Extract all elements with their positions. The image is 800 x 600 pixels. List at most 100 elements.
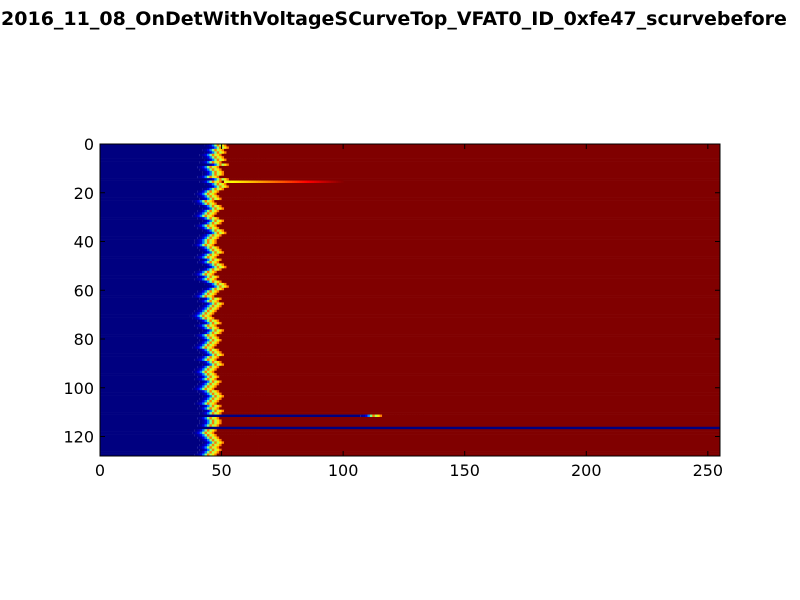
- heatmap-cell: [202, 307, 205, 311]
- heatmap-cell: [384, 414, 388, 418]
- heatmap-cell: [197, 312, 201, 315]
- heatmap-cell: [228, 329, 232, 332]
- heatmap-cell: [250, 378, 254, 381]
- heatmap-cell: [216, 222, 220, 225]
- heatmap-cell: [233, 429, 237, 432]
- heatmap-row: [100, 263, 720, 267]
- heatmap-cell: [238, 356, 242, 359]
- heatmap-cell: [306, 180, 310, 184]
- heatmap-cell: [100, 387, 193, 391]
- heatmap-cell: [100, 161, 200, 164]
- heatmap-row: [100, 395, 720, 398]
- heatmap-cell: [204, 380, 208, 384]
- heatmap-row: [100, 273, 720, 276]
- heatmap-cell: [226, 346, 230, 350]
- heatmap-cell: [238, 187, 242, 191]
- heatmap-cell: [250, 214, 254, 218]
- heatmap-cell: [241, 144, 244, 147]
- heatmap-cell: [231, 353, 235, 357]
- heatmap-cell: [423, 414, 720, 418]
- heatmap-cell: [260, 183, 264, 186]
- heatmap-cell: [241, 268, 244, 272]
- heatmap-cell: [233, 402, 237, 406]
- heatmap-cell: [219, 441, 222, 445]
- heatmap-cell: [238, 304, 242, 308]
- heatmap-cell: [245, 253, 249, 257]
- heatmap-cell: [236, 412, 239, 415]
- heatmap-cell: [219, 268, 222, 272]
- heatmap-row: [100, 214, 720, 218]
- heatmap-cell: [233, 170, 237, 174]
- heatmap-cell: [231, 438, 235, 442]
- heatmap-cell: [248, 378, 252, 381]
- heatmap-cell: [202, 204, 205, 208]
- heatmap-cell: [236, 395, 239, 398]
- heatmap-cell: [236, 297, 239, 301]
- heatmap-cell: [233, 202, 237, 206]
- heatmap-cell: [250, 212, 254, 215]
- heatmap-cell: [243, 446, 247, 449]
- heatmap-cell: [226, 161, 230, 164]
- heatmap-cell: [241, 424, 244, 428]
- heatmap-cell: [204, 256, 208, 259]
- heatmap-row: [100, 324, 720, 328]
- heatmap-cell: [245, 197, 249, 201]
- heatmap-cell: [255, 304, 259, 308]
- heatmap-cell: [258, 339, 261, 342]
- heatmap-cell: [211, 185, 215, 189]
- heatmap-cell: [204, 153, 208, 157]
- heatmap-cell: [206, 300, 210, 303]
- heatmap-cell: [194, 431, 198, 435]
- heatmap-cell: [194, 402, 198, 406]
- heatmap-cell: [100, 360, 200, 364]
- heatmap-cell: [226, 153, 230, 157]
- heatmap-row: [100, 380, 720, 384]
- heatmap-cell: [238, 192, 242, 196]
- heatmap-row: [100, 375, 720, 379]
- heatmap-cell: [211, 290, 215, 293]
- heatmap-cell: [253, 200, 257, 203]
- heatmap-cell: [243, 241, 247, 245]
- heatmap-cell: [243, 278, 247, 281]
- heatmap-cell: [197, 375, 201, 379]
- heatmap-cell: [224, 295, 227, 298]
- heatmap-cell: [245, 275, 249, 279]
- heatmap-cell: [245, 453, 249, 457]
- heatmap-cell: [206, 192, 210, 196]
- heatmap-cell: [253, 248, 257, 252]
- heatmap-cell: [209, 180, 213, 184]
- heatmap-cell: [255, 419, 259, 423]
- heatmap-cell: [243, 146, 247, 150]
- heatmap-cell: [255, 200, 720, 203]
- heatmap-cell: [100, 302, 203, 306]
- heatmap-cell: [197, 317, 201, 320]
- heatmap-cell: [204, 370, 208, 374]
- heatmap-cell: [209, 421, 213, 425]
- heatmap-cell: [211, 382, 215, 386]
- heatmap-cell: [238, 219, 242, 223]
- heatmap-cell: [233, 331, 237, 335]
- heatmap-cell: [258, 341, 261, 345]
- heatmap-cell: [226, 339, 230, 342]
- heatmap-cell: [255, 390, 259, 393]
- heatmap-cell: [228, 231, 232, 235]
- heatmap-cell: [241, 438, 244, 442]
- heatmap-cell: [231, 251, 235, 254]
- heatmap-cell: [211, 317, 215, 320]
- heatmap-cell: [202, 446, 205, 449]
- heatmap-cell: [248, 436, 252, 440]
- heatmap-cell: [262, 397, 720, 401]
- heatmap-cell: [202, 385, 205, 389]
- heatmap-cell: [209, 348, 213, 352]
- heatmap-cell: [258, 302, 261, 306]
- heatmap-row: [100, 180, 720, 184]
- heatmap-cell: [260, 382, 720, 386]
- heatmap-cell: [250, 351, 254, 354]
- heatmap-cell: [226, 144, 230, 147]
- heatmap-cell: [241, 292, 244, 296]
- heatmap-cell: [245, 351, 249, 354]
- heatmap-cell: [231, 390, 235, 393]
- heatmap-cell: [228, 431, 232, 435]
- heatmap-cell: [226, 248, 230, 252]
- heatmap-cell: [250, 285, 254, 289]
